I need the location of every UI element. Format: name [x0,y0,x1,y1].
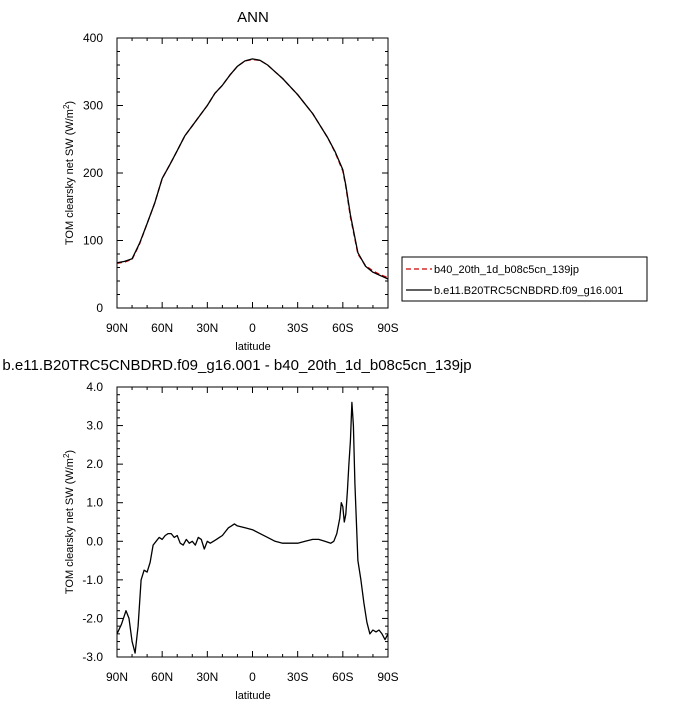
panel1-xtick-label: 0 [249,321,256,335]
panel1-series-line-0 [116,58,389,279]
panel2-xtick-label: 0 [249,670,256,684]
panel2-ytick-label: 3.0 [86,419,103,433]
panel2-xtick-label: 60S [332,670,353,684]
panel2-xtick-label: 60N [151,670,173,684]
legend-label-b-e11: b.e11.B20TRC5CNBDRD.f09_g16.001 [434,285,623,297]
panel1-ticks: 90N 60N 30N 0 30S 60S 90S 0 100 200 300 400 [83,31,399,335]
panel2-ytick-label: 2.0 [86,457,103,471]
panel2-y-axis-label-main: TOM clearsky net SW (W/m [64,458,76,594]
panel1-title: ANN [237,9,269,26]
panel2-x-axis-label: latitude [235,690,270,702]
panel1-y-axis-label-sup: 2 [62,104,71,109]
panel2-xtick-label: 90N [106,670,128,684]
panel-mean-chart: ANN 90N 60N 30N 0 30S 60S 90S 0 100 200 300 400 lat… [62,9,399,353]
panel2-series-line-0 [116,401,389,654]
panel1-x-axis-label: latitude [235,341,270,353]
panel1-xtick-label: 90S [377,321,398,335]
legend-label-b40: b40_20th_1d_b08c5cn_139jp [434,264,579,276]
panel1-xtick-label: 60S [332,321,353,335]
panel2-ticks: 90N 60N 30N 0 30S 60S 90S -3.0 -2.0 -1.0 0.0 1.0 2.0… [82,380,398,684]
panel1-xtick-label: 30N [196,321,218,335]
panel1-plot-frame [116,37,389,309]
panel2-xtick-label: 90S [377,670,398,684]
panel2-title: b.e11.B20TRC5CNBDRD.f09_g16.001 - b40_20… [2,357,471,374]
panel1-ytick-label: 400 [83,31,103,45]
chart-legend: b40_20th_1d_b08c5cn_139jp b.e11.B20TRC5C… [401,256,648,302]
panel1-ytick-label: 200 [83,166,103,180]
panel1-lines [116,58,389,280]
panel2-plot-frame [116,386,389,658]
panel2-ytick-label: -3.0 [82,650,103,664]
panel1-y-axis-label: TOM clearsky net SW (W/m2) [62,101,76,245]
panel2-y-axis-label-sup: 2 [62,453,71,458]
legend-box [401,256,648,302]
panel1-xtick-label: 30S [287,321,308,335]
panel2-xtick-label: 30S [287,670,308,684]
panel-difference-chart: b.e11.B20TRC5CNBDRD.f09_g16.001 - b40_20… [2,357,471,702]
panel1-ytick-label: 100 [83,234,103,248]
panel1-ytick-label: 0 [96,301,103,315]
panel2-xtick-label: 30N [196,670,218,684]
panel2-ytick-label: 1.0 [86,496,103,510]
panel2-y-axis-label: TOM clearsky net SW (W/m2) [62,450,76,594]
panel2-lines [116,401,389,654]
panel2-ytick-label: 0.0 [86,534,103,548]
panel1-xtick-label: 90N [106,321,128,335]
panel2-y-axis-label-close: ) [64,450,76,454]
panel1-y-axis-label-main: TOM clearsky net SW (W/m [64,109,76,245]
panel1-y-axis-label-close: ) [64,101,76,105]
panel1-xtick-label: 60N [151,321,173,335]
panel2-ytick-label: -1.0 [82,573,103,587]
panel1-series-line-1 [116,58,389,280]
panel2-ytick-label: 4.0 [86,380,103,394]
panel1-ytick-label: 300 [83,99,103,113]
panel2-ytick-label: -2.0 [82,611,103,625]
